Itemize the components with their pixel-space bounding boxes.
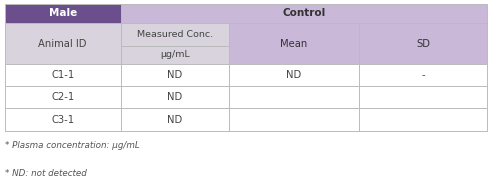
Text: C1-1: C1-1 [51,70,74,80]
Text: * Plasma concentration: μg/mL: * Plasma concentration: μg/mL [5,141,140,150]
Text: μg/mL: μg/mL [160,50,189,59]
Bar [121,108,229,131]
Bar [121,23,229,45]
Text: -: - [421,70,425,80]
Text: * ND: not detected: * ND: not detected [5,169,87,178]
Bar [5,86,121,108]
Text: ND: ND [286,70,302,80]
Text: C2-1: C2-1 [51,92,74,102]
Text: Animal ID: Animal ID [38,39,87,49]
Bar [5,4,121,23]
Bar [5,108,121,131]
Text: ND: ND [167,92,182,102]
Bar [359,23,487,64]
Text: ND: ND [167,115,182,125]
Bar [359,108,487,131]
Text: C3-1: C3-1 [51,115,74,125]
Bar [5,64,121,86]
Text: Male: Male [49,8,77,18]
Text: SD: SD [416,39,430,49]
Bar [121,45,229,64]
Bar [229,23,359,64]
Bar [121,64,229,86]
Text: Control: Control [282,8,325,18]
Bar [5,23,121,64]
Bar [359,86,487,108]
Text: Measured Conc.: Measured Conc. [137,30,213,39]
Bar [121,4,487,23]
Bar [229,108,359,131]
Bar [359,64,487,86]
Text: Mean: Mean [280,39,308,49]
Bar [229,86,359,108]
Text: ND: ND [167,70,182,80]
Bar [229,64,359,86]
Bar [121,86,229,108]
